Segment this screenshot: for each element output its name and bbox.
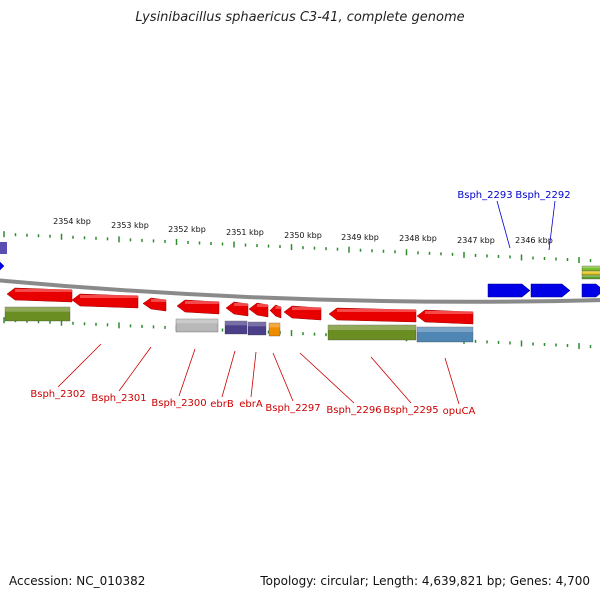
gene-highlight bbox=[185, 301, 219, 304]
box-highlight bbox=[582, 275, 600, 277]
label-leader-line bbox=[221, 350, 236, 398]
gene-label: Bsph_2302 bbox=[30, 389, 85, 400]
ruler-label: 2347 kbp bbox=[457, 236, 495, 245]
ruler-label: 2346 kbp bbox=[515, 236, 553, 245]
ruler-label: 2348 kbp bbox=[399, 234, 437, 243]
map-title: Lysinibacillus sphaericus C3-41, complet… bbox=[135, 10, 465, 25]
box-highlight bbox=[176, 319, 218, 324]
accession-text: Accession: NC_010382 bbox=[9, 574, 146, 588]
gene-highlight bbox=[337, 309, 416, 312]
ruler-label: 2352 kbp bbox=[168, 225, 206, 234]
gene-label: ebrA bbox=[239, 399, 263, 410]
ruler-label: 2349 kbp bbox=[341, 233, 379, 242]
forward-gene-arrow bbox=[0, 261, 5, 271]
box-highlight bbox=[269, 323, 280, 328]
gene-label: Bsph_2297 bbox=[265, 403, 320, 414]
gene-label: Bsph_2300 bbox=[151, 398, 206, 409]
box-highlight bbox=[328, 325, 416, 330]
domain-box-purple bbox=[224, 320, 248, 335]
gene-highlight bbox=[151, 299, 166, 302]
forward-gene-arrow bbox=[530, 283, 571, 298]
gene-label: Bsph_2293 bbox=[457, 190, 512, 201]
domain-box-green bbox=[4, 306, 71, 322]
gene-labels: Bsph_2293 Bsph_2292 Bsph_2302 Bsph_2301 Bsph… bbox=[30, 190, 570, 417]
gene-highlight bbox=[292, 307, 321, 310]
gene-label: ebrB bbox=[210, 399, 234, 410]
ruler-label: 2354 kbp bbox=[53, 217, 91, 226]
gene-features bbox=[0, 242, 600, 343]
label-leader-line bbox=[57, 343, 102, 388]
kbp-ruler: 2354 kbp 2353 kbp 2352 kbp 2351 kbp 2350 kbp… bbox=[53, 217, 553, 245]
genome-summary-text: Topology: circular; Length: 4,639,821 bp… bbox=[260, 574, 590, 588]
box-highlight bbox=[5, 307, 70, 312]
label-leader-line bbox=[250, 351, 257, 398]
label-leader-line bbox=[444, 357, 460, 405]
label-leader-line bbox=[299, 352, 355, 404]
label-leader-line bbox=[370, 356, 412, 404]
box-highlight bbox=[417, 327, 473, 332]
gene-highlight bbox=[80, 295, 138, 298]
gene-highlight bbox=[257, 304, 268, 307]
gene-highlight bbox=[425, 311, 473, 314]
genome-backbone bbox=[0, 278, 600, 304]
box-highlight bbox=[582, 266, 600, 268]
domain-box-green bbox=[581, 274, 600, 280]
gene-label: opuCA bbox=[443, 406, 476, 417]
label-leader-line bbox=[496, 200, 511, 249]
ruler-label: 2350 kbp bbox=[284, 231, 322, 240]
gene-highlight bbox=[234, 303, 248, 306]
box-highlight bbox=[582, 271, 600, 273]
label-leader-line bbox=[178, 348, 196, 397]
gene-highlight bbox=[275, 306, 281, 309]
forward-gene-arrow bbox=[487, 283, 531, 298]
label-leader-line bbox=[272, 352, 294, 402]
gene-highlight bbox=[15, 289, 72, 292]
box-highlight bbox=[225, 321, 247, 326]
upper-tick-marks bbox=[3, 231, 592, 264]
forward-feature-block bbox=[0, 242, 7, 254]
box-highlight bbox=[248, 322, 266, 327]
gene-label: Bsph_2292 bbox=[515, 190, 570, 201]
ruler-label: 2351 kbp bbox=[226, 228, 264, 237]
gene-label: Bsph_2295 bbox=[383, 405, 438, 416]
lower-tick-marks bbox=[3, 317, 592, 350]
ruler-label: 2353 kbp bbox=[111, 221, 149, 230]
domain-box-orange bbox=[268, 322, 281, 337]
domain-box-blue bbox=[416, 326, 474, 343]
domain-box-purple bbox=[247, 321, 267, 336]
domain-box-gray bbox=[175, 318, 219, 333]
label-leader-line bbox=[548, 200, 556, 251]
gene-label: Bsph_2301 bbox=[91, 393, 146, 404]
domain-box-green bbox=[327, 324, 417, 341]
gene-label: Bsph_2296 bbox=[326, 405, 381, 416]
label-leader-line bbox=[118, 346, 152, 392]
forward-gene-arrow bbox=[581, 283, 600, 298]
